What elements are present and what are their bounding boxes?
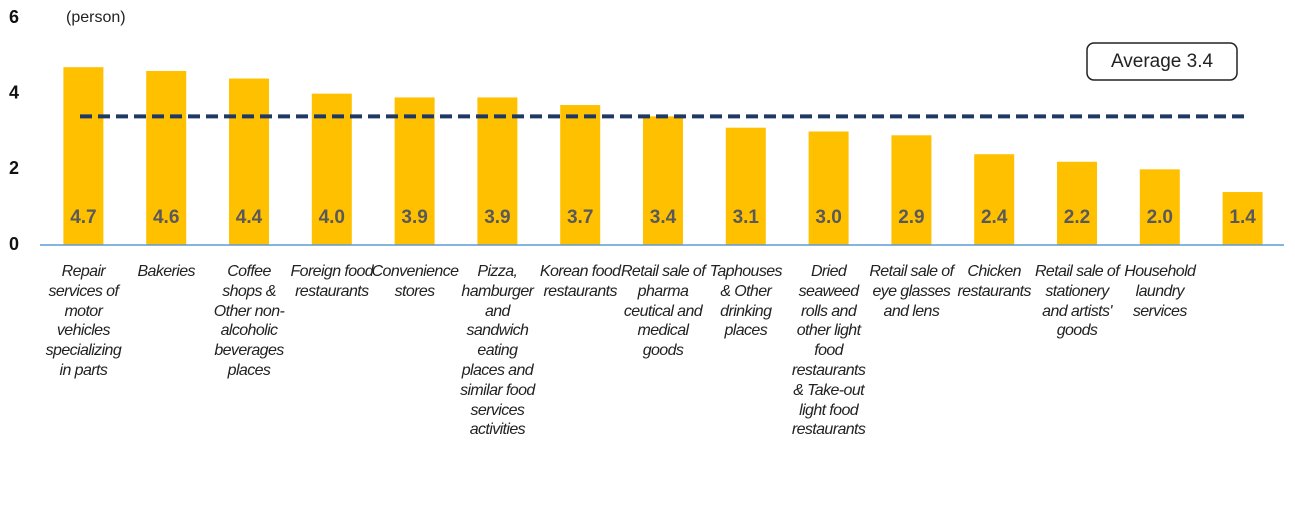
x-tick-label: Pizza, hamburger and sandwich eating pla… [460,263,535,439]
data-label: 2.0 [1147,207,1173,228]
x-tick-label: Korean food restaurants [539,263,621,300]
bar [891,135,932,245]
data-label: 2.2 [1064,207,1090,228]
data-label: 3.9 [484,207,510,228]
x-tick-label: Retail sale of eye glasses and lens [869,263,954,320]
bar [63,67,104,245]
bar [1139,169,1180,245]
x-tick-label: Repair services of motor vehicles specia… [45,263,122,379]
data-label: 3.7 [567,207,593,228]
data-label: 3.0 [815,207,841,228]
x-tick-label: Retail sale of stationery and artists' g… [1034,263,1120,340]
data-label: 3.9 [401,207,427,228]
data-label: 3.4 [650,207,677,228]
bar [725,127,766,245]
unit-annotation: (person) [66,9,126,26]
x-tick-label: Foreign food restaurants [290,263,374,300]
bar [311,93,352,246]
bar [1222,192,1263,245]
x-tick-label: Coffee shops & Other non-alcoholic bever… [213,263,285,379]
data-label: 2.4 [981,207,1008,228]
bar [974,154,1015,245]
x-tick-label: Convenience stores [371,263,459,300]
data-label: 4.0 [319,207,345,228]
x-tick-label: Chicken restaurants [957,263,1031,300]
y-tick-label: 4 [9,82,19,102]
data-label: 4.4 [236,207,263,228]
data-label: 4.6 [153,207,179,228]
data-label: 1.4 [1229,207,1256,228]
data-label: 3.1 [733,207,760,228]
x-tick-label: Taphouses & Other drinking places [709,263,783,340]
y-tick-label: 6 [9,7,19,27]
y-tick-label: 0 [9,234,19,254]
bar [394,97,435,245]
bar [477,97,518,245]
x-tick-label: Dried seaweed rolls and other light food… [791,263,866,439]
x-tick-label: Retail sale of pharma ceutical and medic… [620,263,706,360]
x-tick-label: Bakeries [137,263,195,280]
average-label: Average 3.4 [1111,51,1214,72]
x-tick-label: Household laundry services [1124,263,1196,320]
bar [229,78,269,246]
bar [146,70,187,245]
average-box [1086,42,1238,81]
bar [560,105,601,246]
y-tick-label: 2 [9,158,19,178]
data-label: 2.9 [898,207,924,228]
bar [643,116,683,245]
bar [1057,161,1097,245]
data-label: 4.7 [70,207,96,228]
bar [808,131,849,245]
